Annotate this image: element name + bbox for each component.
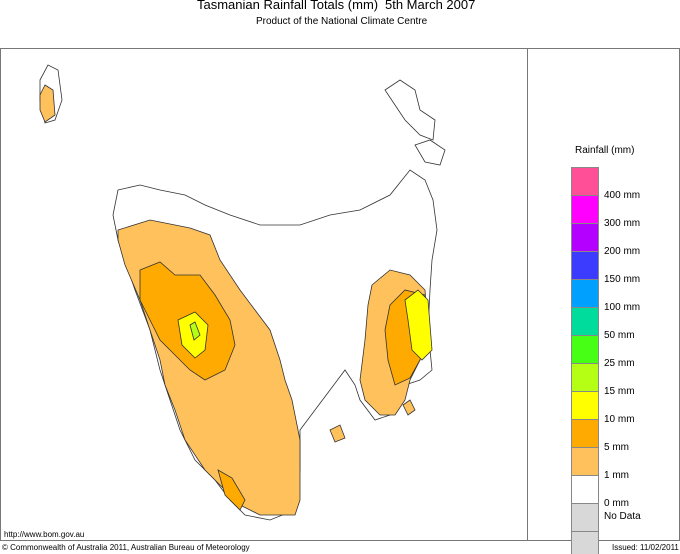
legend-label: 50 mm: [604, 330, 635, 341]
legend-label: 100 mm: [604, 302, 641, 313]
king-island-rain: [39, 84, 56, 123]
legend-label: 300 mm: [604, 218, 641, 229]
legend-swatch: [571, 391, 599, 420]
cape-barren-island: [414, 139, 446, 166]
legend-swatch: [571, 503, 599, 532]
legend-label-nodata: No Data: [604, 511, 641, 522]
legend-swatch: [571, 447, 599, 476]
issued-date: Issued: 11/02/2011: [612, 543, 679, 552]
legend-swatch: [571, 335, 599, 364]
legend-label: 400 mm: [604, 190, 641, 201]
legend-swatch-nodata: [571, 531, 599, 554]
legend-label: 5 mm: [604, 442, 629, 453]
copyright: © Commonwealth of Australia 2011, Austra…: [2, 543, 250, 552]
maria-island: [402, 399, 416, 416]
legend-swatch: [571, 279, 599, 308]
source-url[interactable]: http://www.bom.gov.au: [4, 530, 85, 539]
legend-label: 0 mm: [604, 498, 629, 509]
tasmania-map: [39, 64, 446, 521]
legend-label: 25 mm: [604, 358, 635, 369]
rain-10-15mm-east: [404, 289, 433, 361]
legend-label: 15 mm: [604, 386, 635, 397]
flinders-island: [384, 79, 436, 141]
rain-5-10mm-southwest: [217, 469, 246, 511]
legend-swatch: [571, 419, 599, 448]
map-subtitle: Product of the National Climate Centre: [256, 16, 428, 27]
legend-label: 200 mm: [604, 246, 641, 257]
map-title: Tasmanian Rainfall Totals (mm): [197, 0, 379, 12]
legend-label: 150 mm: [604, 274, 641, 285]
legend-label: 1 mm: [604, 470, 629, 481]
legend-swatch: [571, 195, 599, 224]
rain-15-25mm-west: [189, 321, 201, 341]
legend-swatch: [571, 363, 599, 392]
legend-swatch: [571, 223, 599, 252]
map-date: 5th March 2007: [385, 0, 476, 12]
legend-swatch: [571, 475, 599, 504]
legend-title: Rainfall (mm): [575, 145, 635, 156]
legend-swatch: [571, 307, 599, 336]
bruny-island: [329, 424, 346, 443]
legend-divider: [527, 48, 528, 540]
legend-swatch: [571, 251, 599, 280]
legend-label: 10 mm: [604, 414, 635, 425]
legend-swatch: [571, 167, 599, 196]
